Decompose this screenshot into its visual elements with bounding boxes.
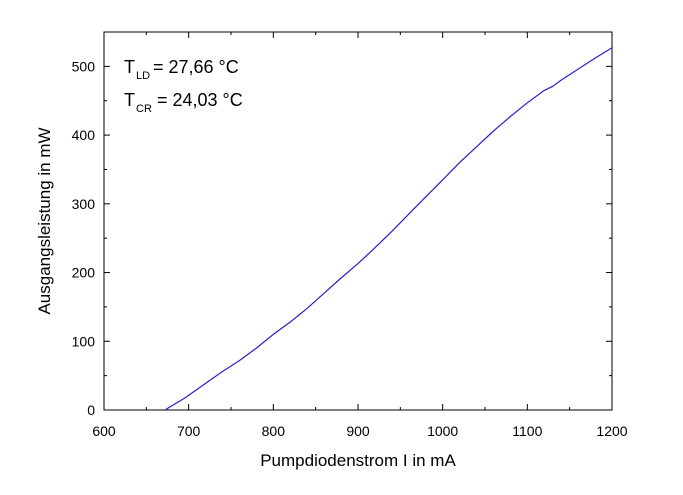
y-tick-label: 0 xyxy=(87,402,95,418)
y-axis: 0 100 200 300 400 500 xyxy=(72,58,612,418)
x-tick-label: 1200 xyxy=(596,423,627,439)
x-tick-label: 900 xyxy=(346,423,370,439)
plot-frame xyxy=(103,31,613,411)
x-tick-label: 700 xyxy=(177,423,201,439)
x-axis: 600 700 800 900 1000 1100 1200 xyxy=(92,32,628,439)
x-tick-label: 1100 xyxy=(512,423,542,439)
svg-text:= 27,66 °C: = 27,66 °C xyxy=(153,57,239,77)
y-tick-label: 300 xyxy=(72,196,96,212)
svg-text:= 24,03 °C: = 24,03 °C xyxy=(157,90,243,110)
y-tick-label: 200 xyxy=(72,265,96,281)
x-tick-label: 1000 xyxy=(427,423,458,439)
annotation-ld: T LD = 27,66 °C xyxy=(124,57,239,82)
x-tick-label: 600 xyxy=(92,423,116,439)
x-tick-label: 800 xyxy=(262,423,286,439)
y-tick-label: 400 xyxy=(72,127,96,143)
y-tick-label: 500 xyxy=(72,58,96,74)
annotation-cr: T CR = 24,03 °C xyxy=(124,90,243,115)
series-line xyxy=(164,47,613,411)
svg-text:CR: CR xyxy=(136,103,152,115)
y-tick-label: 100 xyxy=(72,333,96,349)
y-axis-title: Ausgangsleistung in mW xyxy=(35,127,54,314)
svg-text:LD: LD xyxy=(136,70,150,82)
x-axis-title: Pumpdiodenstrom I in mA xyxy=(260,451,456,470)
svg-text:T: T xyxy=(124,57,135,77)
svg-text:T: T xyxy=(124,90,135,110)
